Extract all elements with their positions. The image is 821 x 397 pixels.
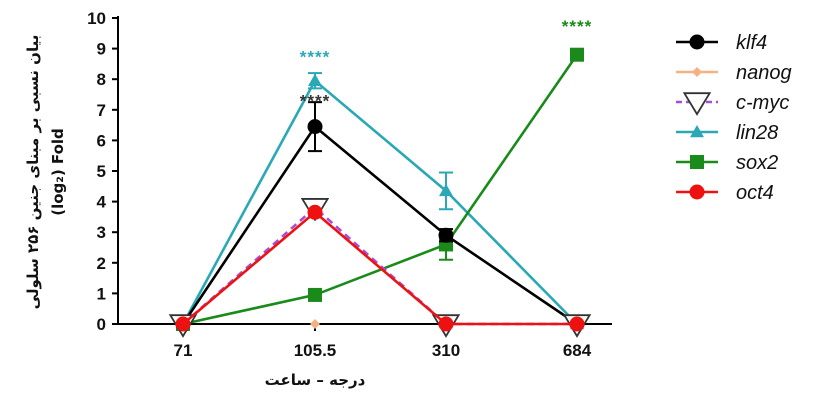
series-lin28 [176, 72, 584, 330]
point-oct4 [569, 316, 585, 332]
series-line-klf4 [181, 124, 578, 326]
legend-item-oct4: oct4 [676, 182, 774, 204]
point-klf4 [438, 227, 454, 243]
x-tick-label: 105.5 [294, 341, 337, 360]
legend-label: klf4 [736, 32, 767, 54]
series-line-c-myc [182, 205, 577, 326]
y-tick-label: 7 [97, 101, 106, 120]
y-tick-label: 2 [97, 254, 106, 273]
annotations: **** **** **** [300, 17, 592, 111]
legend-marker-klf4 [689, 34, 705, 50]
point-klf4 [307, 119, 323, 135]
legend-label: c-myc [736, 92, 789, 114]
legend-item-lin28: lin28 [676, 122, 778, 144]
legend-label: nanog [736, 62, 792, 84]
point-oct4 [307, 204, 323, 220]
point-nanog [310, 319, 320, 329]
x-tick-label: 684 [563, 341, 592, 360]
legend-label: sox2 [736, 152, 778, 174]
legend-item-klf4: klf4 [676, 32, 767, 54]
series-line-oct4 [182, 210, 577, 326]
y-tick-label: 3 [97, 223, 106, 242]
y-tick-label: 8 [97, 70, 106, 89]
point-lin28 [308, 73, 322, 86]
y-tick-label: 6 [97, 131, 106, 150]
y-tick-label: 0 [97, 315, 106, 334]
legend-marker-c-myc [682, 92, 712, 116]
point-oct4 [438, 316, 454, 332]
legend-marker-sox2 [690, 155, 704, 169]
legend-marker-nanog [692, 67, 702, 77]
point-oct4 [175, 316, 191, 332]
y-tick-label: 1 [97, 284, 106, 303]
legend-marker-lin28 [690, 125, 704, 138]
y-axis-title-line2: (log₂) Fold [49, 128, 67, 216]
y-axis-title-line1: بیان نسبی بر مبنای جنین ۲۵۶ سلولی [24, 35, 42, 310]
legend-label: lin28 [736, 122, 778, 144]
legend-label: oct4 [736, 182, 774, 204]
legend-item-nanog: nanog [676, 62, 792, 84]
legend-marker-oct4 [689, 184, 705, 200]
y-tick-label: 10 [87, 9, 106, 28]
point-lin28 [439, 183, 453, 197]
y-tick-label: 5 [97, 162, 106, 181]
y-ticks: 0 1 2 3 4 5 6 7 8 9 10 [87, 9, 118, 334]
series-nanog [310, 319, 320, 329]
series-line-lin28 [181, 78, 578, 325]
series-layer [168, 47, 592, 338]
legend-item-sox2: sox2 [676, 152, 778, 174]
significance-label: **** [562, 17, 592, 36]
point-sox2 [570, 47, 584, 62]
x-tick-label: 71 [174, 341, 193, 360]
y-tick-label: 4 [97, 193, 107, 212]
series-oct4 [175, 204, 585, 332]
y-tick-label: 9 [97, 40, 106, 59]
significance-label: **** [300, 92, 330, 111]
x-tick-label: 310 [432, 341, 460, 360]
point-sox2 [308, 287, 322, 302]
x-ticks: 71 105.5 310 684 [174, 324, 592, 360]
legend-item-c-myc: c-myc [676, 92, 789, 116]
axes [117, 16, 612, 325]
x-axis-title: درجه – ساعت [265, 371, 366, 389]
significance-label: **** [300, 47, 330, 66]
legend: klf4 nanog c-myc lin28 sox2 oct4 [676, 32, 792, 204]
